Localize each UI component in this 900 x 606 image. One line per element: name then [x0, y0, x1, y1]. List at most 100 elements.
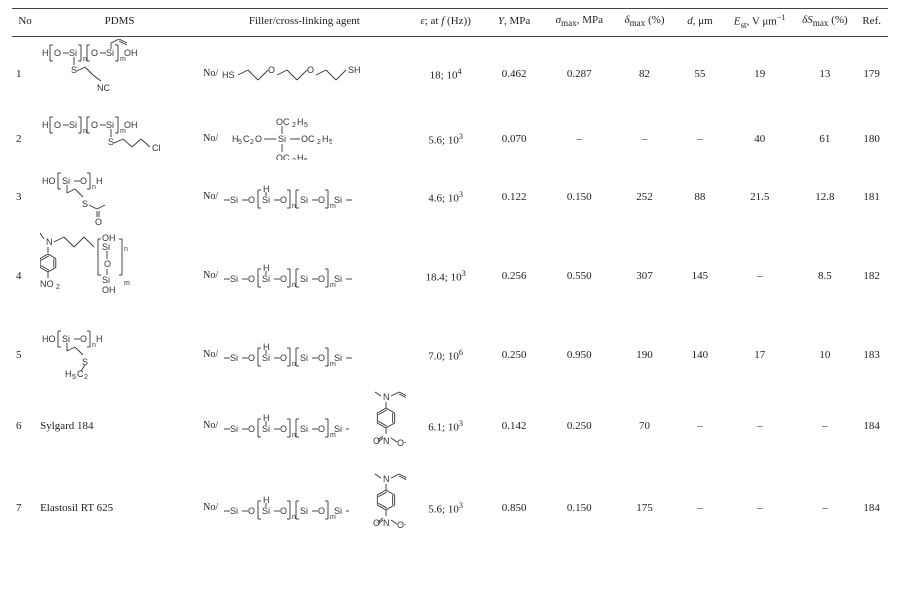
svg-text:Cl: Cl	[152, 143, 161, 153]
cell-filler: No/SiOSiHOnSiOmSi	[201, 227, 408, 325]
svg-text:n: n	[292, 282, 296, 289]
cell-no: 6	[12, 385, 38, 467]
svg-text:NC: NC	[97, 83, 110, 93]
svg-text:O: O	[255, 134, 262, 144]
cell-d: –	[675, 385, 725, 467]
svg-text:C: C	[77, 369, 84, 379]
svg-text:H: H	[322, 134, 329, 144]
svg-text:Si: Si	[262, 353, 270, 363]
cell-dS: –	[794, 467, 855, 549]
svg-text:S: S	[71, 65, 77, 75]
cell-no: 1	[12, 36, 38, 111]
svg-text:2: 2	[292, 158, 296, 160]
svg-text:O: O	[248, 274, 255, 284]
cell-no: 4	[12, 227, 38, 325]
cell-dS: 8.5	[794, 227, 855, 325]
svg-text:O: O	[104, 259, 111, 269]
svg-text:O: O	[248, 424, 255, 434]
svg-text:5: 5	[304, 158, 308, 160]
svg-text:O: O	[318, 195, 325, 205]
svg-text:H: H	[42, 120, 49, 130]
cell-dS: 61	[794, 111, 855, 167]
svg-text:H: H	[42, 48, 49, 58]
cell-filler: No/SiH5C2OOC2H5OC2H5OC2H5	[201, 111, 408, 167]
svg-text:Si: Si	[300, 274, 308, 284]
svg-text:N: N	[383, 436, 390, 446]
svg-text:O: O	[318, 506, 325, 516]
svg-text:Si: Si	[262, 424, 270, 434]
cell-Y: 0.070	[484, 111, 545, 167]
cell-ref: 180	[855, 111, 888, 167]
svg-text:Si: Si	[230, 274, 238, 284]
svg-text:OH: OH	[102, 285, 116, 295]
svg-text:Si: Si	[69, 48, 77, 58]
table-row: 7Elastosil RT 625No/SiOSiHOnSiOmSiNONO–5…	[12, 467, 888, 549]
cell-delta: 307	[614, 227, 675, 325]
cell-Est: –	[725, 385, 795, 467]
col-eps: ε; at f (Hz))	[408, 9, 484, 37]
svg-text:Si: Si	[62, 334, 70, 344]
svg-text:OC: OC	[276, 153, 290, 160]
cell-delta: 70	[614, 385, 675, 467]
svg-text:O: O	[80, 176, 87, 186]
cell-d: 145	[675, 227, 725, 325]
svg-text:5: 5	[238, 139, 242, 146]
svg-text:2: 2	[317, 139, 321, 146]
svg-text:Si: Si	[62, 176, 70, 186]
cell-eps: 5.6; 103	[408, 111, 484, 167]
cell-eps: 6.1; 103	[408, 385, 484, 467]
svg-text:n: n	[292, 514, 296, 521]
cell-no: 7	[12, 467, 38, 549]
svg-text:Si: Si	[102, 275, 110, 285]
cell-no: 3	[12, 167, 38, 227]
svg-text:SH: SH	[348, 65, 361, 75]
cell-filler: No/HSOOSH	[201, 36, 408, 111]
svg-text:Si: Si	[262, 274, 270, 284]
cell-Y: 0.122	[484, 167, 545, 227]
cell-no: 2	[12, 111, 38, 167]
cell-filler: No/SiOSiHOnSiOmSiNONO–	[201, 385, 408, 467]
svg-text:O: O	[280, 353, 287, 363]
svg-text:2: 2	[292, 122, 296, 129]
svg-text:O: O	[248, 353, 255, 363]
svg-text:O: O	[95, 217, 102, 225]
cell-Y: 0.462	[484, 36, 545, 111]
cell-sigma: 0.150	[545, 467, 615, 549]
col-Y: Y, MPa	[484, 9, 545, 37]
svg-text:H: H	[263, 342, 270, 352]
svg-text:Si: Si	[230, 424, 238, 434]
cell-Y: 0.256	[484, 227, 545, 325]
svg-text:n: n	[124, 246, 128, 253]
properties-table: No PDMS Filler/cross-linking agent ε; at…	[12, 8, 888, 549]
svg-text:Si: Si	[106, 120, 114, 130]
svg-text:m: m	[124, 280, 130, 287]
cell-sigma: –	[545, 111, 615, 167]
cell-delta: 252	[614, 167, 675, 227]
cell-d: –	[675, 467, 725, 549]
svg-text:2: 2	[56, 284, 60, 291]
cell-Est: –	[725, 227, 795, 325]
cell-delta: –	[614, 111, 675, 167]
svg-text:O: O	[318, 424, 325, 434]
cell-sigma: 0.950	[545, 325, 615, 385]
cell-dS: 13	[794, 36, 855, 111]
cell-sigma: 0.287	[545, 36, 615, 111]
svg-text:O: O	[307, 65, 314, 75]
svg-text:HO: HO	[42, 176, 56, 186]
svg-text:H: H	[65, 369, 72, 379]
table-row: 2HOSinOSimOHSClNo/SiH5C2OOC2H5OC2H5OC2H5…	[12, 111, 888, 167]
cell-eps: 5.6; 103	[408, 467, 484, 549]
svg-text:OH: OH	[102, 233, 116, 243]
cell-pdms: HOSiOnHSO	[38, 167, 201, 227]
cell-ref: 179	[855, 36, 888, 111]
svg-text:Si: Si	[334, 506, 342, 516]
svg-text:–: –	[404, 521, 405, 528]
cell-d: 88	[675, 167, 725, 227]
cell-pdms: NSiOSinmOHOHNO2	[38, 227, 201, 325]
col-sigma: σmax, MPa	[545, 9, 615, 37]
svg-text:2: 2	[250, 139, 254, 146]
cell-ref: 181	[855, 167, 888, 227]
cell-eps: 18.4; 103	[408, 227, 484, 325]
cell-sigma: 0.250	[545, 385, 615, 467]
svg-text:5: 5	[72, 374, 76, 381]
